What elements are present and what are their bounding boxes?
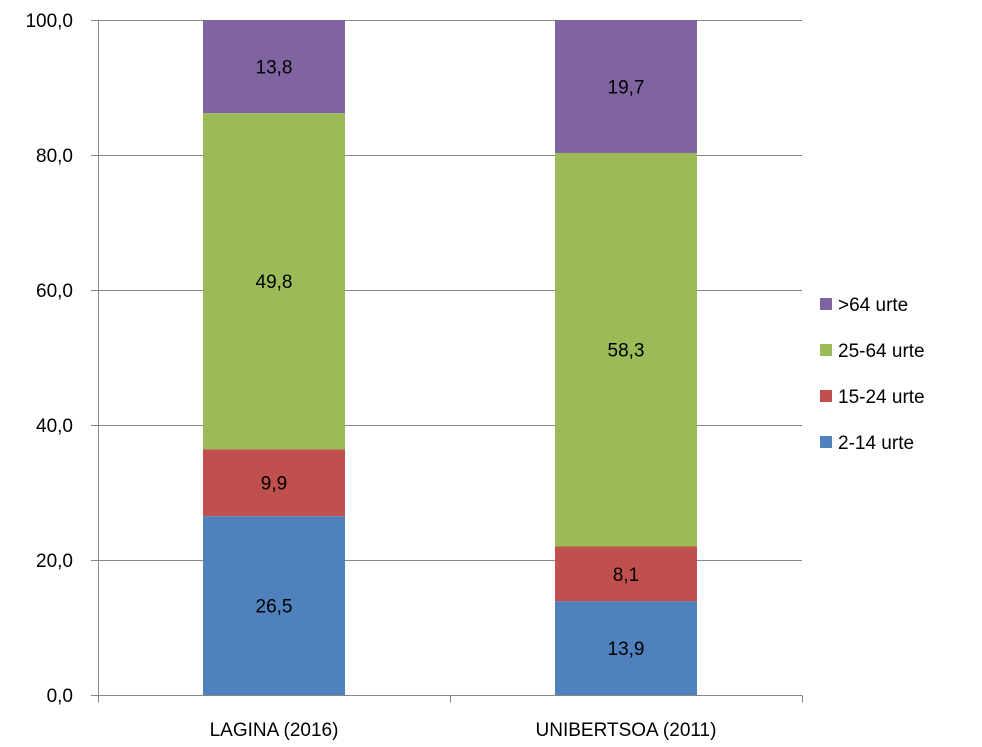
data-label: 19,7 xyxy=(608,77,645,98)
bar-segment xyxy=(555,152,697,547)
y-tick-label: 0,0 xyxy=(47,686,73,707)
legend-swatch xyxy=(820,298,832,310)
legend-label: 25-64 urte xyxy=(838,341,925,362)
data-label: 26,5 xyxy=(256,597,293,618)
y-tick-label: 20,0 xyxy=(36,551,73,572)
legend-swatch xyxy=(820,390,832,402)
legend-label: 2-14 urte xyxy=(838,433,914,454)
bar-segment xyxy=(203,516,345,695)
legend-label: >64 urte xyxy=(838,295,908,316)
bar-segment xyxy=(203,113,345,450)
bars xyxy=(203,20,697,695)
bar-segment xyxy=(555,20,697,153)
data-label: 58,3 xyxy=(608,341,645,362)
data-labels: 26,5 9,9 49,8 13,8 13,9 8,1 58,3 19,7 xyxy=(256,58,645,661)
data-label: 13,9 xyxy=(608,639,645,660)
x-tick-label: UNIBERTSOA (2011) xyxy=(536,720,717,741)
bar-segment xyxy=(203,20,345,114)
x-tick-label: LAGINA (2016) xyxy=(210,720,339,741)
bar-segment xyxy=(555,601,697,695)
legend-swatch xyxy=(820,436,832,448)
data-label: 9,9 xyxy=(261,474,287,495)
x-axis-tick-labels: LAGINA (2016) UNIBERTSOA (2011) xyxy=(210,720,717,741)
bar-segment xyxy=(555,546,697,602)
data-label: 8,1 xyxy=(613,565,639,586)
y-tick-label: 40,0 xyxy=(36,416,73,437)
y-tick-label: 80,0 xyxy=(36,146,73,167)
legend-swatch xyxy=(820,344,832,356)
data-label: 49,8 xyxy=(256,272,293,293)
legend: >64 urte 25-64 urte 15-24 urte 2-14 urte xyxy=(820,295,925,454)
legend-label: 15-24 urte xyxy=(838,387,925,408)
data-label: 13,8 xyxy=(256,58,293,79)
bar-segment xyxy=(203,449,345,517)
y-axis-tick-labels: 0,0 20,0 40,0 60,0 80,0 100,0 xyxy=(25,11,73,707)
y-tick-label: 100,0 xyxy=(25,11,73,32)
x-axis xyxy=(91,20,803,703)
y-tick-label: 60,0 xyxy=(36,281,73,302)
